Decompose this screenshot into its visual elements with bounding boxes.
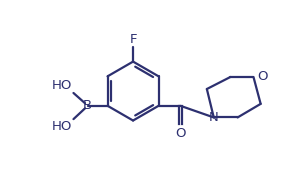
Text: N: N: [209, 111, 219, 124]
Text: HO: HO: [52, 79, 72, 92]
Text: F: F: [129, 33, 137, 46]
Text: HO: HO: [52, 120, 72, 133]
Text: B: B: [83, 99, 92, 112]
Text: O: O: [257, 70, 267, 84]
Text: O: O: [175, 127, 186, 140]
